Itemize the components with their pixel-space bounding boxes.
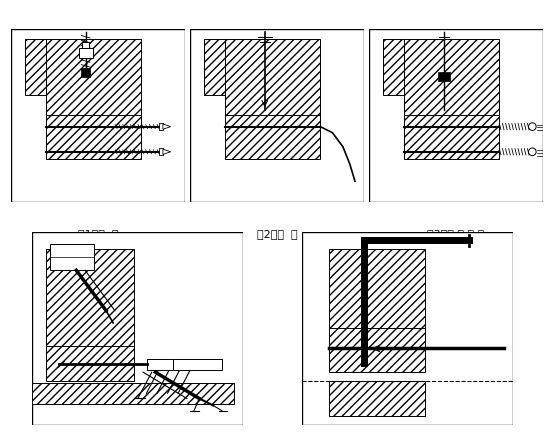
Text: （2）清  孔: （2）清 孔 bbox=[257, 229, 297, 239]
Polygon shape bbox=[163, 150, 171, 155]
Bar bbox=[329, 250, 425, 328]
Bar bbox=[329, 381, 425, 416]
Bar bbox=[25, 40, 46, 95]
Bar bbox=[50, 244, 94, 271]
Bar bbox=[404, 40, 499, 116]
Bar bbox=[147, 359, 173, 370]
Bar bbox=[46, 116, 141, 159]
Circle shape bbox=[528, 148, 536, 156]
Bar bbox=[404, 116, 499, 159]
Bar bbox=[46, 250, 134, 346]
Text: （3）丙 酮 清 洗: （3）丙 酮 清 洗 bbox=[428, 229, 484, 239]
Bar bbox=[173, 359, 222, 370]
Bar bbox=[383, 40, 404, 95]
Bar bbox=[204, 40, 225, 95]
Bar bbox=[437, 73, 450, 81]
Bar bbox=[159, 124, 163, 131]
Bar bbox=[79, 49, 93, 59]
Bar bbox=[159, 149, 163, 156]
Bar bbox=[82, 43, 89, 49]
Bar bbox=[46, 40, 141, 116]
Polygon shape bbox=[163, 125, 171, 130]
Bar bbox=[33, 383, 234, 404]
Bar bbox=[225, 116, 320, 159]
Circle shape bbox=[528, 124, 536, 131]
Bar bbox=[82, 69, 90, 78]
Bar bbox=[329, 328, 425, 372]
Bar bbox=[225, 40, 320, 116]
Text: （1）成  孔: （1）成 孔 bbox=[78, 229, 118, 239]
Bar bbox=[46, 346, 134, 381]
